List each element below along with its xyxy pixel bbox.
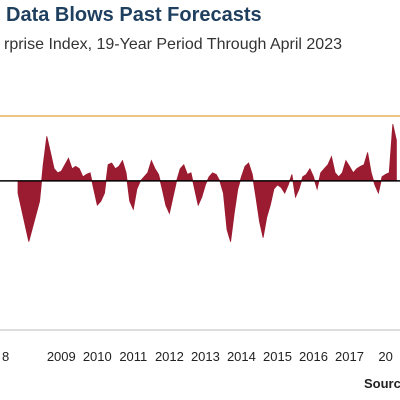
source-label: Sourc (364, 376, 400, 391)
x-tick-label: 2014 (227, 349, 256, 364)
x-tick-label: 2010 (83, 349, 112, 364)
area-layer (17, 124, 397, 242)
x-tick-label: 2013 (191, 349, 220, 364)
x-tick-label: 8 (2, 349, 9, 364)
chart-subtitle: rprise Index, 19-Year Period Through Apr… (4, 36, 342, 53)
x-tick-label: 20 (378, 349, 392, 364)
x-tick-label: 2011 (119, 349, 147, 364)
area-series (17, 124, 397, 242)
x-tick-label: 2012 (155, 349, 184, 364)
x-tick-label: 2016 (299, 349, 328, 364)
x-tick-label: 2009 (47, 349, 76, 364)
x-tick-label: 2017 (335, 349, 364, 364)
x-tick-label: 2015 (263, 349, 292, 364)
x-tick-labels: 8 2009 2010 2011 2012 2013 2014 2015 2016 2017 20 (2, 349, 393, 364)
chart-title: Data Blows Past Forecasts (6, 4, 262, 26)
